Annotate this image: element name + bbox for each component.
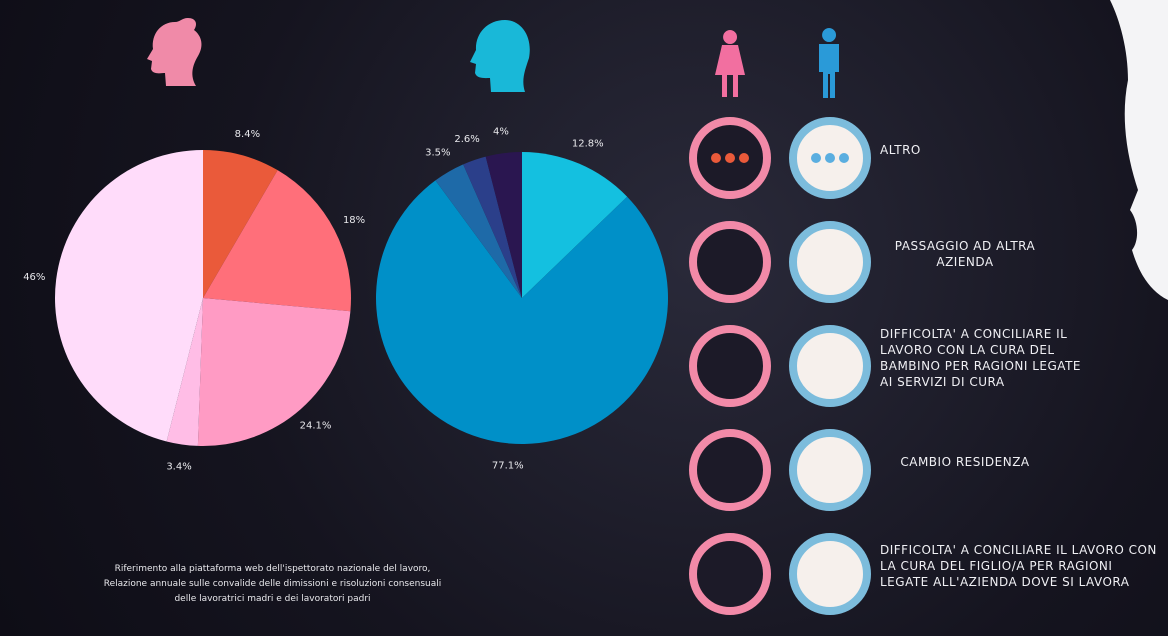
man-head bbox=[470, 20, 530, 92]
legend-label: DIFFICOLTA' A CONCILIARE IL LAVORO CON L… bbox=[880, 326, 1095, 390]
dot bbox=[725, 153, 735, 163]
legend-label: CAMBIO RESIDENZA bbox=[880, 454, 1050, 470]
woman-icon bbox=[693, 329, 767, 403]
side-head bbox=[1110, 0, 1168, 300]
footnote-line: delle lavoratrici madri e dei lavoratori… bbox=[70, 592, 475, 607]
dot bbox=[711, 153, 721, 163]
dot bbox=[739, 153, 749, 163]
slice-label: 12.8% bbox=[572, 138, 604, 149]
slice-label: 4% bbox=[493, 126, 509, 137]
woman-figure bbox=[715, 30, 745, 97]
slice-label: 77.1% bbox=[492, 460, 524, 471]
man-icon bbox=[793, 329, 867, 403]
chart: 8.4% 18% 24.1% 3.4% 46% 12.8% 77.1% 3.5% 2.6% 4% bbox=[0, 0, 1168, 636]
man-figure bbox=[819, 28, 839, 98]
legend-label: PASSAGGIO AD ALTRA AZIENDA bbox=[880, 238, 1050, 270]
woman-icon bbox=[693, 537, 767, 611]
man-icon bbox=[793, 433, 867, 507]
slice-label: 3.4% bbox=[166, 461, 191, 472]
man-icon bbox=[793, 225, 867, 299]
dot bbox=[811, 153, 821, 163]
slice-label: 3.5% bbox=[425, 148, 450, 159]
legend-label: ALTRO bbox=[880, 142, 1050, 158]
woman-icon bbox=[693, 433, 767, 507]
footnote: Riferimento alla piattaforma web dell'is… bbox=[70, 562, 475, 607]
slice-label: 24.1% bbox=[300, 420, 332, 431]
legend-label: DIFFICOLTA' A CONCILIARE IL LAVORO CON L… bbox=[880, 542, 1165, 590]
dot bbox=[839, 153, 849, 163]
slice-label: 8.4% bbox=[235, 129, 260, 140]
page: 8.4%18%24.1%3.4%46%12.8%77.1%3.5%2.6%4% … bbox=[0, 0, 1168, 636]
slice-label: 2.6% bbox=[454, 134, 479, 145]
slice-label: 46% bbox=[23, 272, 45, 283]
dot bbox=[825, 153, 835, 163]
woman-icon bbox=[693, 225, 767, 299]
man-icon bbox=[793, 537, 867, 611]
slice-label: 18% bbox=[343, 215, 365, 226]
footnote-line: Relazione annuale sulle convalide delle … bbox=[70, 577, 475, 592]
footnote-line: Riferimento alla piattaforma web dell'is… bbox=[70, 562, 475, 577]
woman-head bbox=[147, 18, 201, 86]
